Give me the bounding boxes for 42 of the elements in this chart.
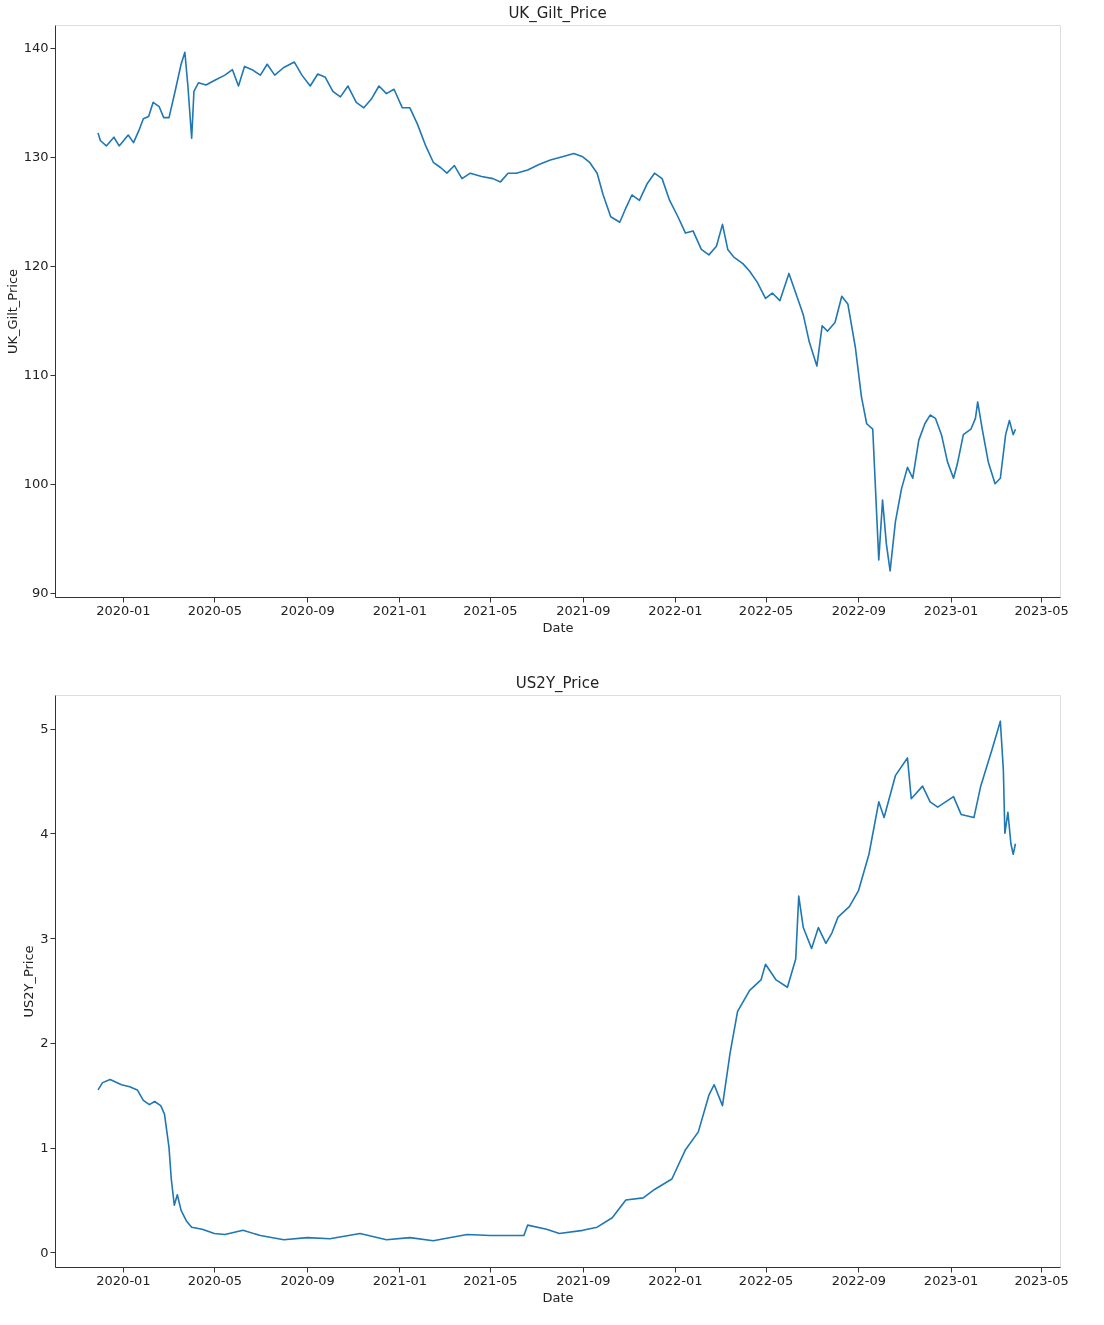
x-tick-label: 2020-05: [187, 602, 242, 618]
x-tick-label: 2020-05: [187, 1272, 242, 1288]
y-tick-label: 120: [23, 258, 49, 274]
x-tick-label: 2023-01: [923, 1272, 979, 1288]
y-axis-title: US2Y_Price: [21, 945, 37, 1018]
chart-title: US2Y_Price: [515, 674, 600, 693]
x-tick-label: 2023-05: [1014, 1272, 1069, 1288]
x-tick-label: 2020-09: [280, 1272, 335, 1288]
x-axis-title: Date: [542, 619, 574, 635]
y-tick-label: 90: [31, 585, 49, 601]
line-series: [97, 720, 1017, 1242]
y-tick-label: 1: [40, 1140, 49, 1156]
y-tick-label: 140: [23, 40, 49, 56]
y-tick-label: 0: [40, 1244, 49, 1260]
y-tick-label: 100: [23, 476, 49, 492]
x-tick-label: 2021-01: [372, 602, 427, 618]
y-tick-label: 5: [40, 721, 49, 737]
x-tick-label: 2020-09: [280, 602, 335, 618]
x-tick-label: 2023-01: [923, 602, 979, 618]
x-tick-label: 2020-01: [96, 602, 151, 618]
x-tick-label: 2023-05: [1014, 602, 1069, 618]
y-tick-label: 130: [23, 149, 49, 165]
x-tick-label: 2021-05: [463, 1272, 518, 1288]
x-tick-label: 2022-09: [831, 1272, 887, 1288]
chart-title: UK_Gilt_Price: [508, 4, 607, 23]
x-tick-label: 2022-01: [648, 1272, 703, 1288]
x-tick-label: 2021-05: [463, 602, 518, 618]
line-series: [97, 51, 1017, 572]
x-tick-label: 2021-01: [372, 1272, 427, 1288]
x-tick-label: 2022-05: [738, 1272, 794, 1288]
x-tick-label: 2021-09: [556, 602, 611, 618]
x-tick-label: 2022-01: [648, 602, 703, 618]
y-tick-label: 2: [40, 1035, 49, 1051]
y-axis-title: UK_Gilt_Price: [4, 268, 20, 355]
x-tick-label: 2022-05: [738, 602, 794, 618]
y-tick-label: 4: [40, 825, 49, 841]
x-axis-title: Date: [542, 1289, 574, 1305]
x-tick-label: 2020-01: [96, 1272, 151, 1288]
y-tick-label: 110: [23, 367, 49, 383]
y-tick-label: 3: [40, 930, 49, 946]
x-tick-label: 2021-09: [556, 1272, 611, 1288]
x-tick-label: 2022-09: [831, 602, 887, 618]
